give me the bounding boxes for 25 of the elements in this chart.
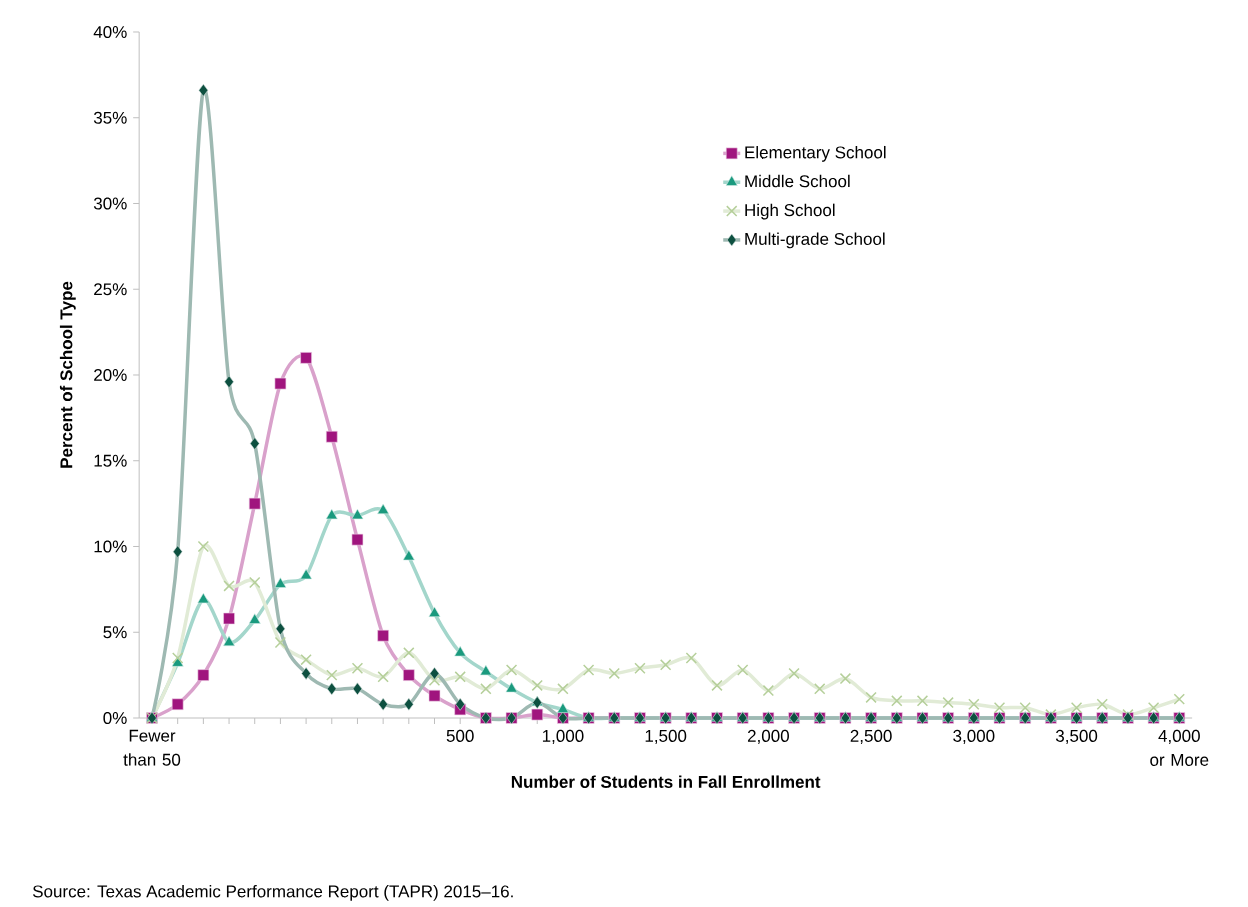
x-axis-title: Number of Students in Fall Enrollment	[511, 775, 821, 788]
x-tick-label: 2,000	[747, 729, 789, 744]
legend-label: High School	[745, 203, 835, 220]
x-tick-label: Fewer than 50	[123, 729, 181, 766]
x-tick-label: 4,000 or More	[1150, 729, 1209, 766]
source-note: Source: Texas Academic Performance Report (TAPR) 2015–16.	[32, 884, 513, 901]
y-tick-label: 15%	[94, 454, 127, 467]
y-tick-label: 20%	[94, 368, 127, 382]
x-tick-label: 3,000	[953, 729, 995, 744]
x-tick-label: 2,500	[850, 729, 892, 744]
legend-label: Middle School	[745, 174, 850, 188]
y-tick-label: 35%	[93, 111, 127, 124]
y-tick-label: 25%	[94, 283, 127, 296]
legend-label: Elementary School	[745, 145, 886, 162]
y-tick-label: 5%	[103, 626, 127, 639]
y-tick-label: 40%	[93, 25, 127, 39]
y-axis-title: Percent of School Type	[59, 281, 76, 468]
y-tick-label: 30%	[93, 197, 127, 210]
y-tick-label: 10%	[94, 540, 127, 553]
x-tick-label: 1,000	[542, 729, 584, 744]
x-tick-label: 1,500	[645, 729, 687, 744]
x-tick-label: 3,500	[1055, 729, 1098, 744]
x-tick-label: 500	[446, 729, 474, 742]
y-tick-label: 0%	[103, 711, 127, 725]
legend-label: Multi-grade School	[745, 232, 885, 249]
